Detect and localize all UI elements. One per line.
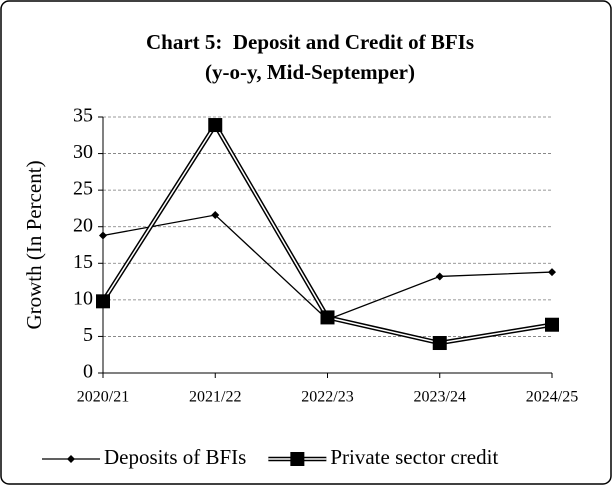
y-tick-label: 35 — [73, 105, 93, 127]
point — [99, 231, 107, 240]
y-tick-label: 25 — [73, 178, 93, 200]
y-axis-label: Growth (In Percent) — [22, 160, 46, 329]
x-tick-label: 2020/21 — [77, 389, 129, 406]
y-tick-label: 5 — [83, 324, 93, 346]
point — [211, 211, 220, 220]
y-tick-label: 15 — [73, 251, 93, 273]
legend-marker — [67, 455, 75, 463]
legend-marker — [290, 452, 305, 466]
point — [548, 268, 556, 277]
x-tick-label: 2021/22 — [189, 389, 241, 406]
x-tick-label: 2024/25 — [526, 389, 578, 406]
chart-subtitle: (y-o-y, Mid-Septemper) — [205, 60, 415, 84]
y-tick-label: 30 — [73, 141, 93, 163]
point — [208, 118, 223, 133]
legend-label: Deposits of BFIs — [104, 445, 246, 469]
x-tick-label: 2023/24 — [414, 389, 466, 406]
y-tick-label: 10 — [73, 287, 93, 309]
point — [545, 317, 559, 332]
chart-title: Chart 5: Deposit and Credit of BFIs — [146, 30, 474, 54]
x-tick-label: 2022/23 — [301, 389, 353, 406]
legend-label: Private sector credit — [330, 445, 498, 469]
point — [96, 294, 110, 309]
point — [435, 272, 444, 281]
point — [320, 310, 335, 325]
y-tick-label: 0 — [83, 361, 93, 383]
y-tick-label: 20 — [73, 214, 93, 236]
point — [432, 336, 447, 351]
